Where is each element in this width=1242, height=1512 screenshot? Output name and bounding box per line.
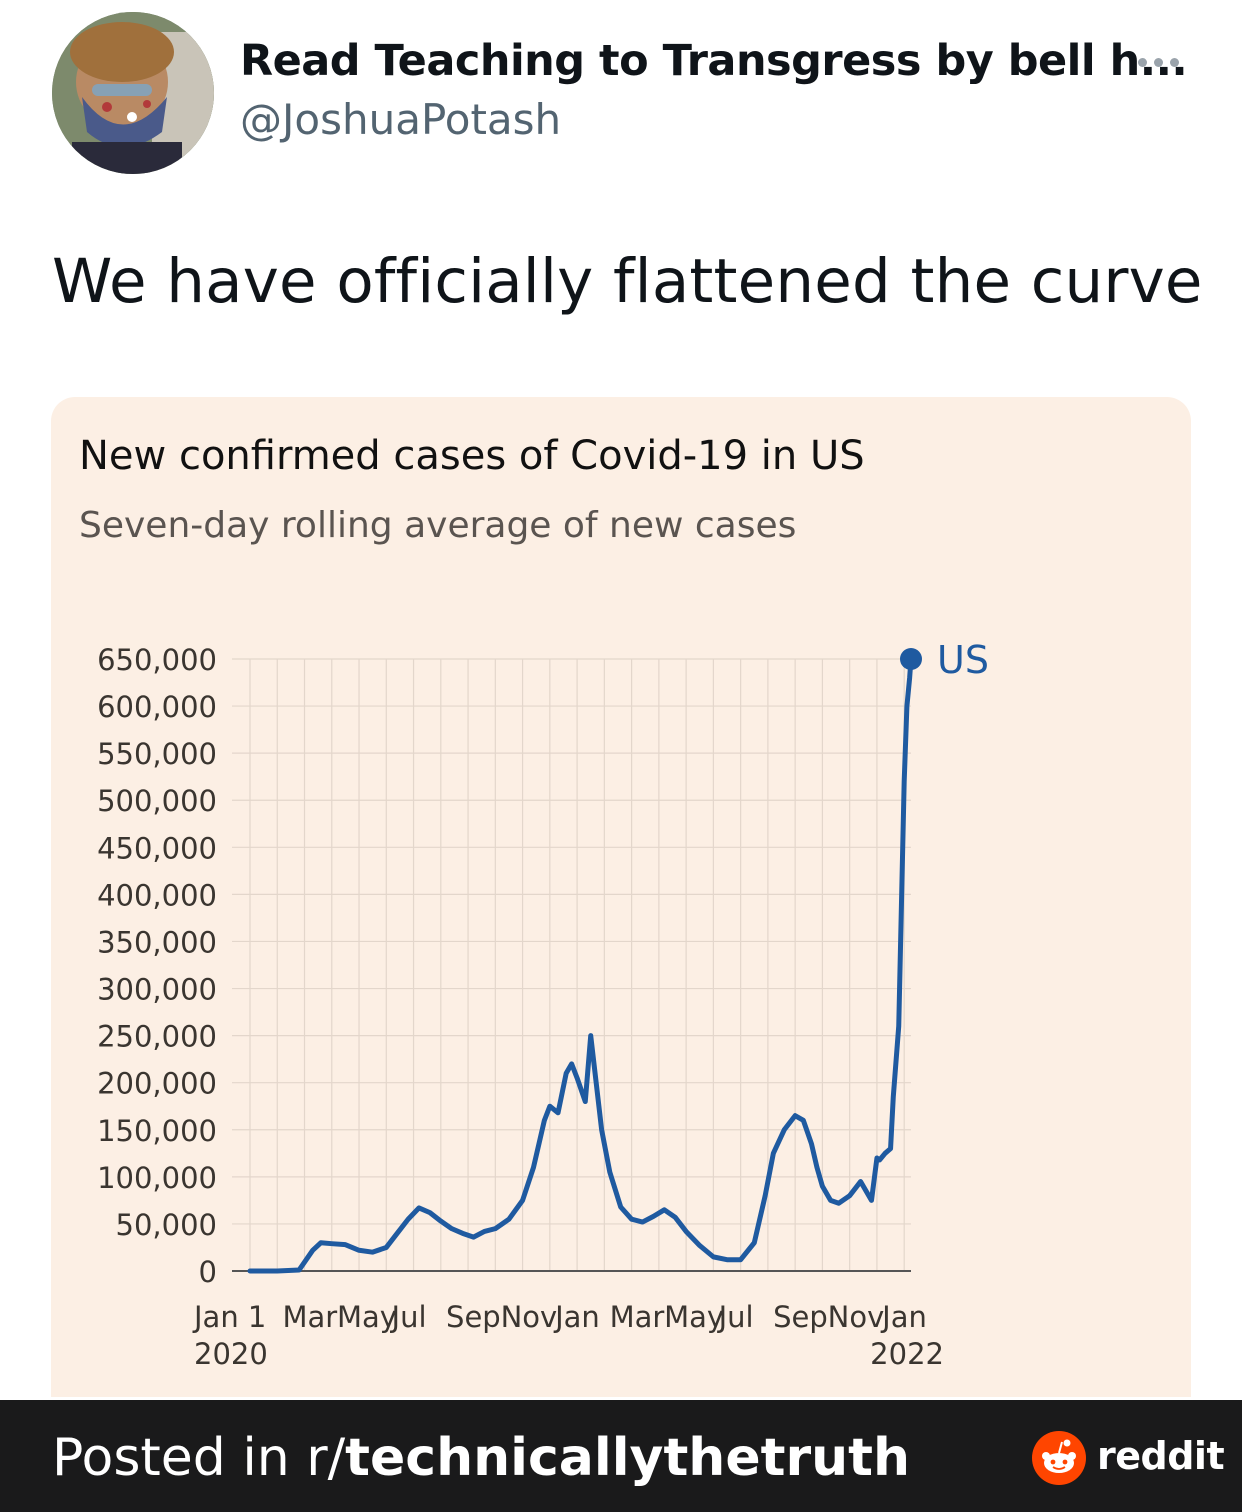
reddit-footer: Posted in r/technicallythetruth reddit (0, 1400, 1242, 1512)
reddit-wordmark: reddit (1097, 1434, 1225, 1478)
x-tick-label: Jul (717, 1300, 754, 1334)
y-tick-label: 550,000 (97, 737, 217, 771)
y-tick-label: 300,000 (97, 973, 217, 1007)
avatar-image (52, 12, 214, 174)
x-year-label: 2020 (194, 1337, 268, 1371)
y-tick-label: 650,000 (97, 643, 217, 677)
more-dot (1138, 57, 1147, 67)
x-tick-label: Sep (446, 1300, 501, 1334)
x-tick-label: Jul (390, 1300, 427, 1334)
more-horizontal-icon[interactable] (1138, 52, 1188, 72)
chart-subtitle: Seven-day rolling average of new cases (79, 505, 797, 546)
user-handle[interactable]: @JoshuaPotash (240, 95, 562, 144)
y-tick-label: 350,000 (97, 925, 217, 959)
more-dot (1170, 57, 1179, 67)
x-tick-label: Mar (610, 1300, 665, 1334)
x-tick-label: May (664, 1300, 724, 1334)
y-tick-label: 100,000 (97, 1161, 217, 1195)
posted-in-label[interactable]: Posted in r/technicallythetruth (52, 1428, 910, 1488)
posted-prefix: Posted in r/ (52, 1428, 346, 1488)
x-tick-label: Sep (773, 1300, 828, 1334)
line-chart: 0 50,000 100,000 150,000 200,000 250,000 300,0… (97, 638, 989, 1371)
y-tick-label: 200,000 (97, 1067, 217, 1101)
profile-avatar[interactable] (52, 12, 214, 174)
y-tick-label: 400,000 (97, 878, 217, 912)
x-year-label: 2022 (870, 1337, 944, 1371)
chart-card[interactable]: New confirmed cases of Covid-19 in US Se… (51, 397, 1191, 1397)
y-tick-label: 150,000 (97, 1114, 217, 1148)
reddit-snoo-icon (1032, 1431, 1086, 1485)
more-dot (1154, 57, 1163, 67)
x-tick-label: Nov (501, 1300, 558, 1334)
x-tick-label: Mar (283, 1300, 338, 1334)
series-label: US (937, 638, 989, 682)
subreddit-name: technicallythetruth (345, 1428, 910, 1488)
y-tick-label: 450,000 (97, 831, 217, 865)
y-tick-label: 500,000 (97, 784, 217, 818)
y-tick-label: 250,000 (97, 1020, 217, 1054)
x-tick-label: Jan 1 (192, 1300, 266, 1334)
x-tick-label: Jan (880, 1300, 927, 1334)
y-tick-label: 50,000 (116, 1208, 217, 1242)
tweet-text: We have officially flattened the curve (52, 246, 1203, 317)
y-tick-label: 0 (199, 1255, 217, 1289)
x-tick-label: Jan (553, 1300, 600, 1334)
y-tick-label: 600,000 (97, 690, 217, 724)
x-tick-label: Nov (828, 1300, 885, 1334)
series-end-marker (900, 648, 922, 670)
chart-title: New confirmed cases of Covid-19 in US (79, 433, 865, 479)
x-tick-label: May (337, 1300, 397, 1334)
series-line-us (247, 656, 914, 1274)
display-name[interactable]: Read Teaching to Transgress by bell h... (240, 36, 1188, 86)
